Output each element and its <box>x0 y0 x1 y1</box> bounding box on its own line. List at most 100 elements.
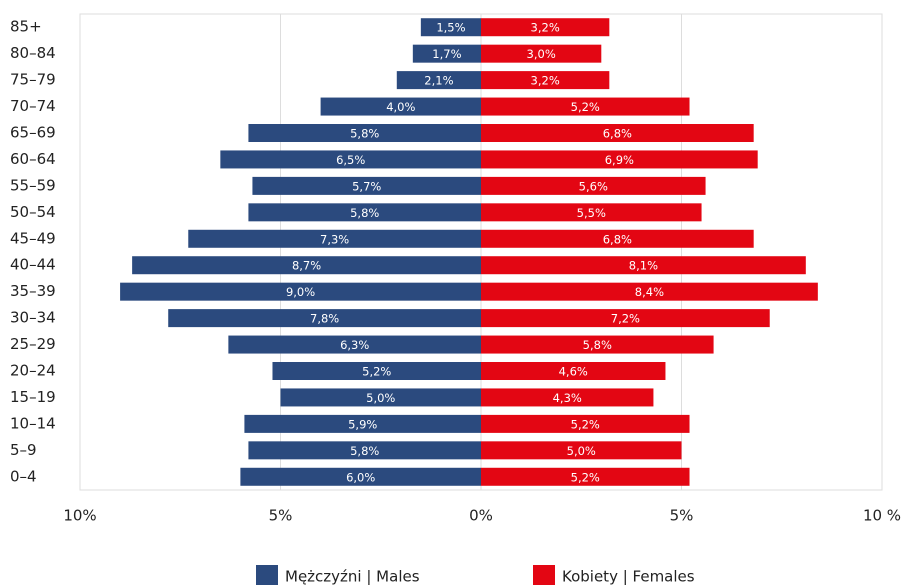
y-tick-label: 70–74 <box>10 97 56 115</box>
value-label: 7,8% <box>310 312 339 326</box>
value-label: 5,2% <box>571 100 600 114</box>
bar <box>240 467 481 486</box>
value-label: 8,1% <box>629 259 658 273</box>
bar <box>188 229 481 248</box>
value-label: 6,8% <box>603 232 632 246</box>
y-tick-label: 20–24 <box>10 362 56 380</box>
y-tick-label: 80–84 <box>10 44 56 62</box>
value-label: 5,8% <box>350 444 379 458</box>
value-label: 5,0% <box>366 391 395 405</box>
y-tick-label: 30–34 <box>10 309 56 327</box>
bar <box>481 309 770 328</box>
value-label: 1,7% <box>432 47 461 61</box>
bar <box>248 441 481 460</box>
value-label: 6,8% <box>603 127 632 141</box>
legend-label: Kobiety | Females <box>562 568 695 585</box>
bar <box>228 335 481 354</box>
bar <box>220 150 481 169</box>
value-label: 8,4% <box>635 285 664 299</box>
value-label: 8,7% <box>292 259 321 273</box>
bar <box>252 176 481 195</box>
y-tick-label: 35–39 <box>10 282 56 300</box>
value-label: 6,0% <box>346 470 375 484</box>
y-tick-label: 15–19 <box>10 388 56 406</box>
value-label: 6,9% <box>605 153 634 167</box>
value-label: 5,2% <box>571 470 600 484</box>
value-label: 6,5% <box>336 153 365 167</box>
y-tick-label: 55–59 <box>10 176 56 194</box>
value-label: 5,9% <box>348 417 377 431</box>
value-label: 3,0% <box>527 47 556 61</box>
x-tick-label: 0% <box>469 507 493 525</box>
bar <box>481 124 754 142</box>
bar <box>396 71 481 90</box>
bar <box>481 467 690 486</box>
value-label: 9,0% <box>286 285 315 299</box>
y-tick-label: 5–9 <box>10 441 37 459</box>
bar <box>481 229 754 248</box>
x-tick-label: 5% <box>269 507 293 525</box>
bar <box>481 97 690 116</box>
bar <box>481 282 818 301</box>
value-label: 5,2% <box>362 365 391 379</box>
value-label: 4,3% <box>553 391 582 405</box>
y-tick-label: 10–14 <box>10 414 56 432</box>
bar <box>320 97 481 116</box>
bar <box>481 150 758 169</box>
x-tick-label: 10% <box>63 507 96 525</box>
bar <box>481 335 714 354</box>
bar <box>481 441 682 460</box>
value-label: 7,2% <box>611 312 640 326</box>
bar <box>244 414 481 433</box>
bar <box>481 256 806 275</box>
value-label: 5,5% <box>577 206 606 220</box>
bar <box>132 256 481 275</box>
legend-label: Mężczyźni | Males <box>285 568 420 585</box>
value-label: 5,2% <box>571 417 600 431</box>
value-label: 4,0% <box>386 100 415 114</box>
bar <box>481 71 610 90</box>
y-tick-label: 50–54 <box>10 203 56 221</box>
legend-swatch <box>256 565 278 585</box>
y-tick-label: 60–64 <box>10 150 56 168</box>
y-tick-label: 45–49 <box>10 229 56 247</box>
value-label: 5,8% <box>350 127 379 141</box>
bar <box>272 362 481 380</box>
bar <box>481 362 666 380</box>
bar <box>420 18 481 37</box>
bar <box>248 124 481 142</box>
bar <box>481 388 654 407</box>
value-label: 1,5% <box>436 21 465 35</box>
y-tick-label: 40–44 <box>10 256 56 274</box>
value-label: 5,6% <box>579 179 608 193</box>
y-tick-label: 75–79 <box>10 71 56 89</box>
x-tick-label: 5% <box>670 507 694 525</box>
value-label: 6,3% <box>340 338 369 352</box>
value-label: 5,8% <box>583 338 612 352</box>
value-label: 2,1% <box>424 74 453 88</box>
y-tick-label: 0–4 <box>10 467 37 485</box>
value-label: 3,2% <box>531 74 560 88</box>
bar <box>481 203 702 222</box>
x-tick-label: 10 % <box>863 507 901 525</box>
value-label: 7,3% <box>320 232 349 246</box>
value-label: 4,6% <box>559 365 588 379</box>
bar <box>248 203 481 222</box>
value-label: 5,8% <box>350 206 379 220</box>
bar <box>412 44 481 63</box>
value-label: 5,7% <box>352 179 381 193</box>
bar <box>168 309 481 328</box>
y-tick-label: 25–29 <box>10 335 56 353</box>
bar <box>120 282 481 301</box>
value-label: 5,0% <box>567 444 596 458</box>
bar <box>481 414 690 433</box>
y-tick-label: 65–69 <box>10 124 56 142</box>
value-label: 3,2% <box>531 21 560 35</box>
bar <box>280 388 481 407</box>
bar <box>481 176 706 195</box>
bar <box>481 44 602 63</box>
y-tick-label: 85+ <box>10 18 42 36</box>
bar <box>481 18 610 37</box>
legend-swatch <box>533 565 555 585</box>
